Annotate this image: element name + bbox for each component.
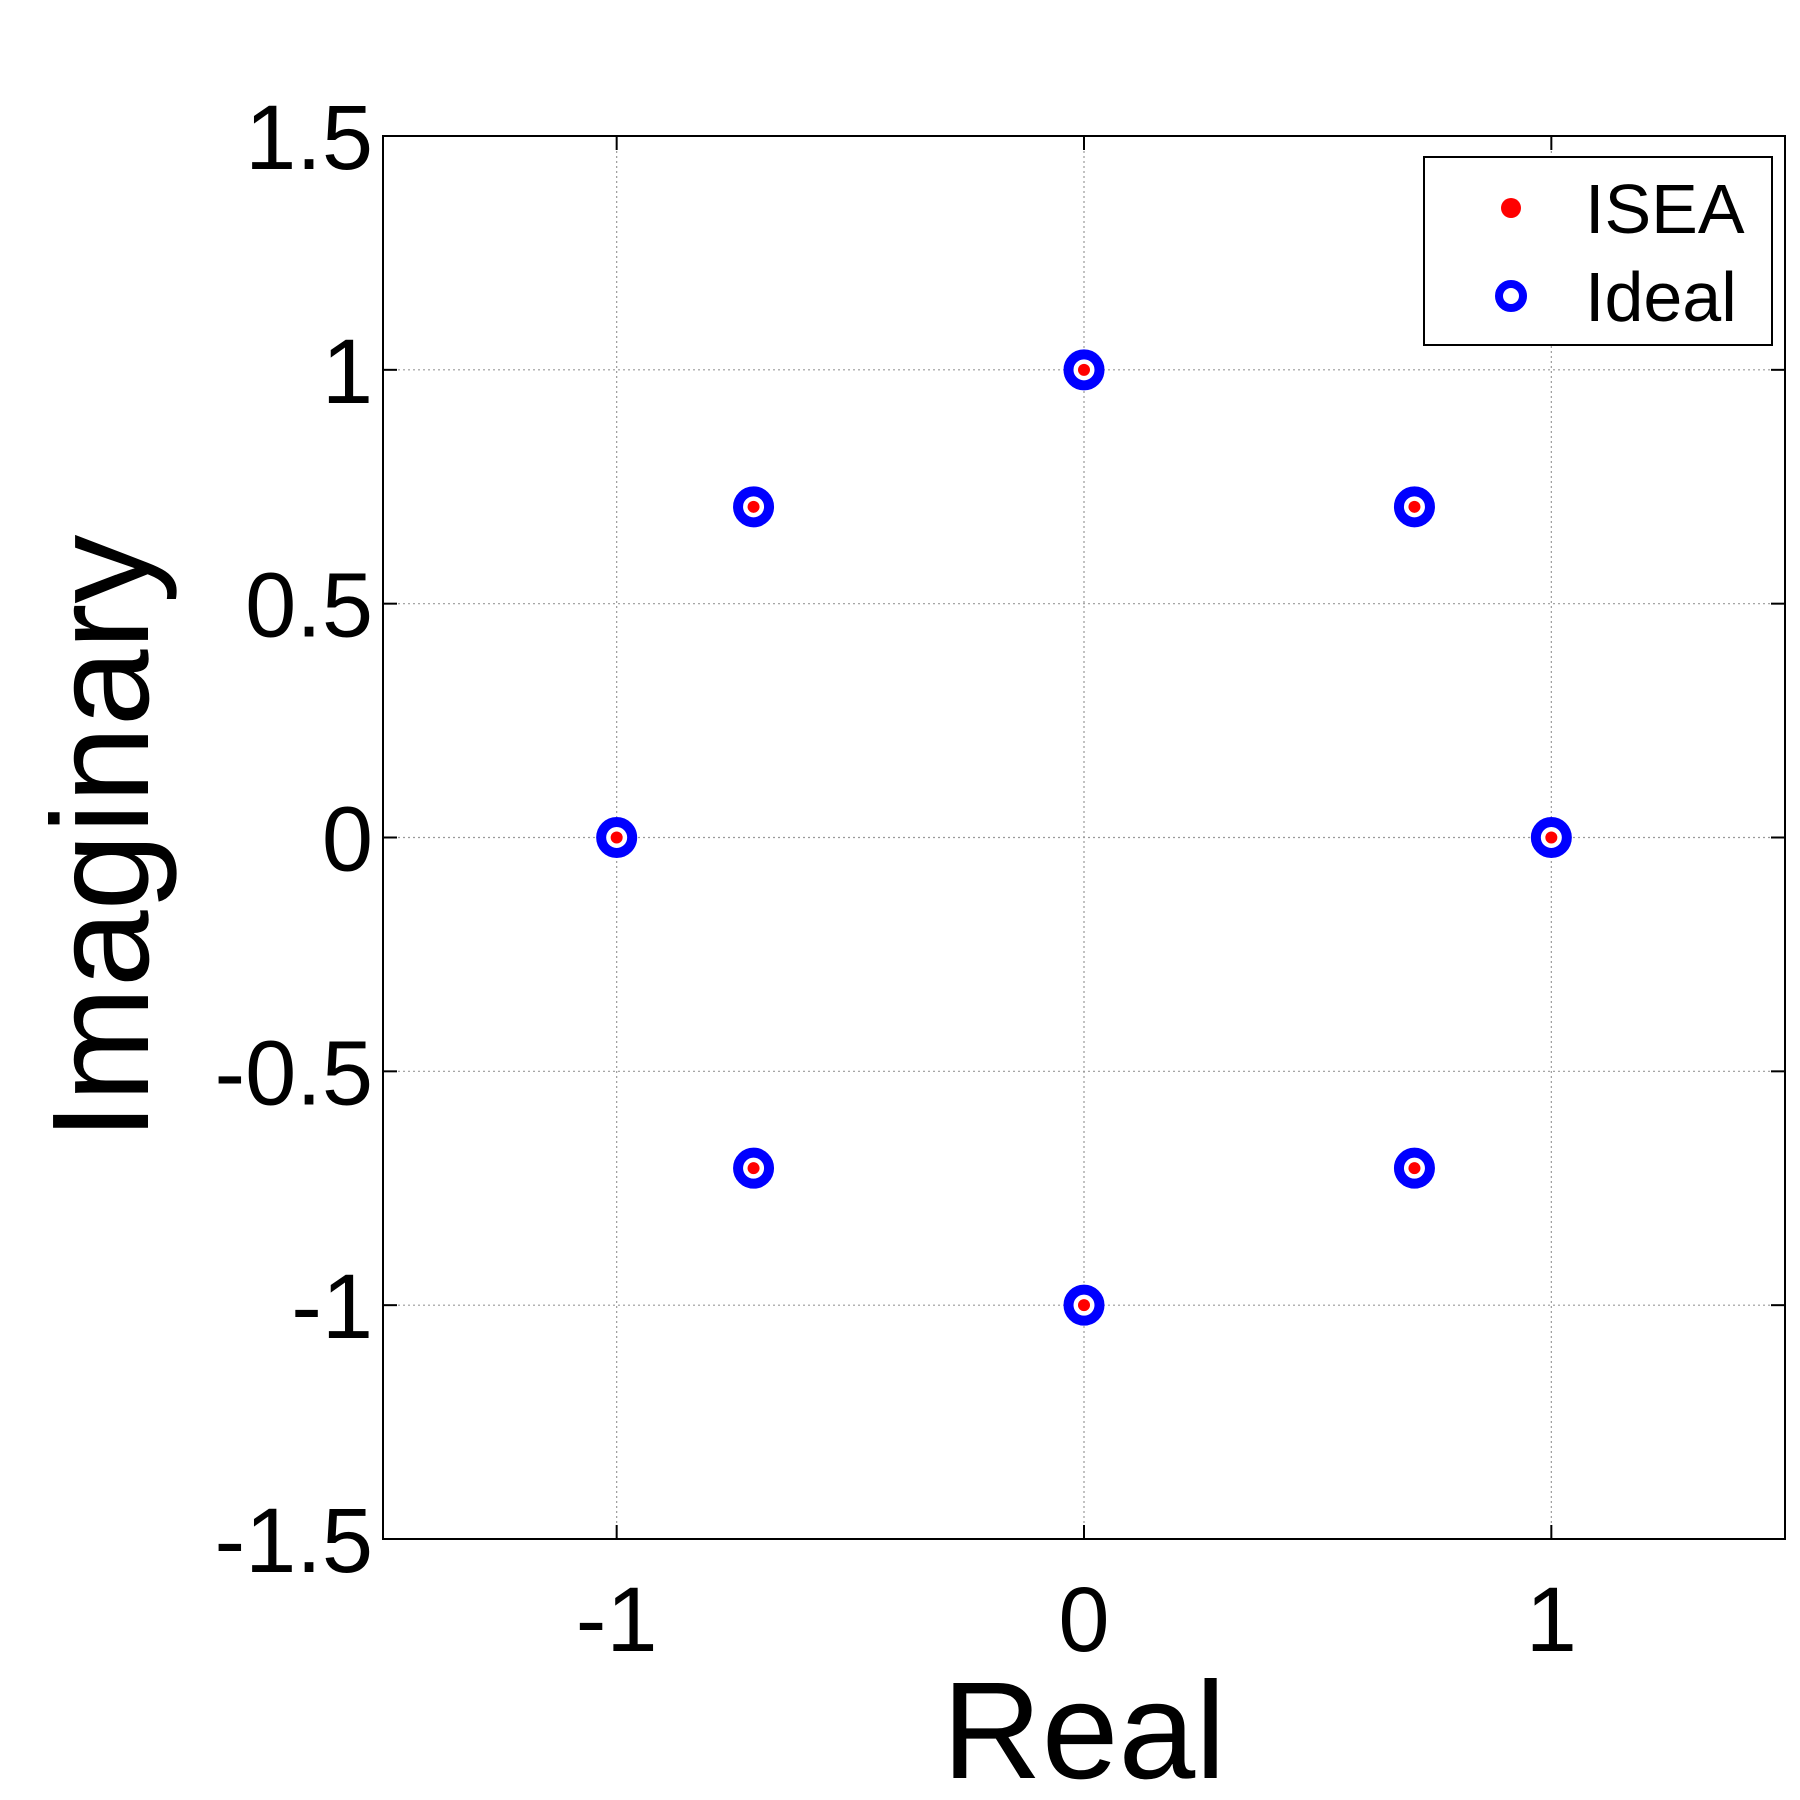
isea-point <box>1408 1162 1421 1175</box>
y-tick-label: -1.5 <box>214 1490 373 1592</box>
isea-point <box>1078 1299 1090 1312</box>
y-tick-labels: -1.5 -1 -0.5 0 0.5 1 1.5 <box>214 87 373 1592</box>
isea-point <box>1408 500 1421 513</box>
y-tick-label: 0.5 <box>245 555 373 657</box>
grid-lines <box>383 136 1785 1539</box>
x-tick-label: 1 <box>1526 1569 1577 1671</box>
data-points <box>596 349 1572 1326</box>
legend-ideal-marker <box>1495 280 1527 312</box>
x-tick-labels: -1 0 1 <box>576 1569 1577 1671</box>
y-tick-label: 0 <box>322 789 373 891</box>
isea-point <box>1545 831 1558 844</box>
y-tick-label: -0.5 <box>214 1022 373 1124</box>
y-tick-label: 1.5 <box>245 87 373 189</box>
legend-ideal-label: Ideal <box>1585 258 1737 336</box>
plot-frame <box>382 135 1786 1540</box>
legend-box <box>1423 156 1773 346</box>
legend: ISEA Ideal <box>1423 156 1773 346</box>
isea-point <box>1078 363 1090 376</box>
y-tick-label: 1 <box>322 321 373 423</box>
isea-point <box>747 500 760 513</box>
x-tick-label: -1 <box>576 1569 658 1671</box>
y-axis-title: Imaginary <box>24 535 178 1141</box>
isea-point <box>610 831 623 844</box>
isea-point <box>747 1162 760 1175</box>
y-tick-label: -1 <box>291 1256 373 1358</box>
x-axis-title: Real <box>942 1654 1226 1800</box>
legend-isea-label: ISEA <box>1585 170 1745 248</box>
x-tick-label: 0 <box>1058 1569 1109 1671</box>
legend-isea-marker <box>1501 198 1521 218</box>
